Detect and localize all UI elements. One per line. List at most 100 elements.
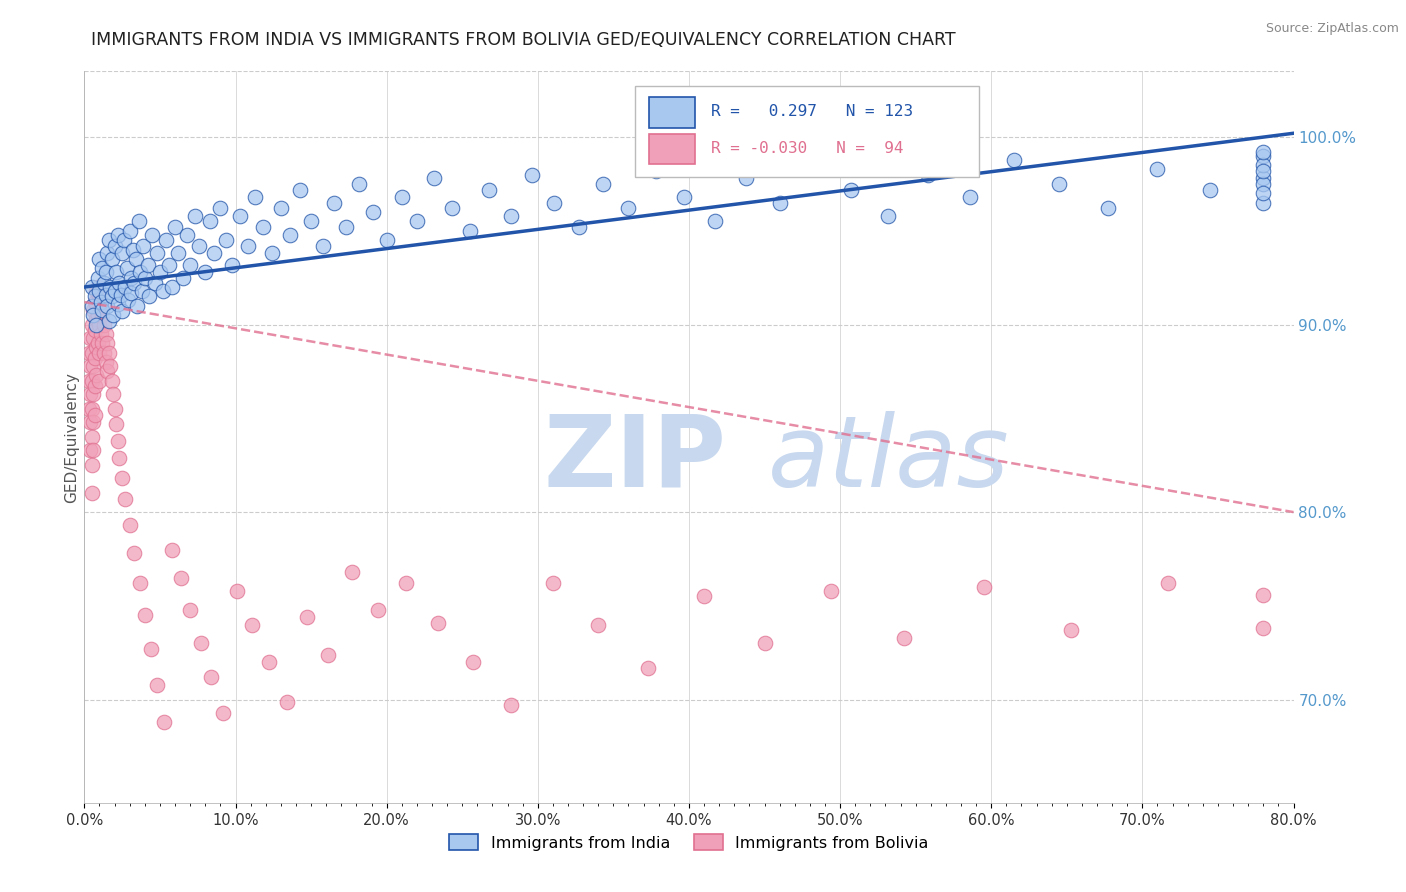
Point (79, 387, 101, 401)
Text: IMMIGRANTS FROM INDIA VS IMMIGRANTS FROM BOLIVIA GED/EQUIVALENCY CORRELATION CHA: IMMIGRANTS FROM INDIA VS IMMIGRANTS FROM… (91, 31, 956, 49)
Point (98, 359, 121, 373)
Point (917, 168, 939, 182)
Point (89, 374, 111, 388)
Point (82, 302, 104, 317)
Point (86, 312, 108, 326)
Point (422, 171, 444, 186)
Point (97, 233, 120, 247)
Point (101, 387, 124, 401)
Point (592, 177, 614, 191)
Point (167, 246, 190, 260)
Point (1097, 201, 1119, 215)
Point (1253, 195, 1275, 210)
Point (84, 289, 107, 303)
Point (290, 182, 312, 196)
Text: R =   0.297   N = 123: R = 0.297 N = 123 (710, 104, 912, 120)
Point (179, 602, 201, 616)
Point (94, 265, 117, 279)
Point (122, 546, 145, 560)
Point (588, 617, 610, 632)
Point (226, 583, 249, 598)
Point (82, 331, 104, 345)
Point (80, 318, 103, 332)
Point (80, 486, 103, 500)
Point (1060, 624, 1083, 638)
Point (458, 224, 481, 238)
Point (1253, 149, 1275, 163)
Point (112, 233, 135, 247)
Point (120, 270, 142, 285)
Point (427, 615, 450, 630)
Point (157, 258, 180, 272)
Point (299, 214, 322, 228)
Text: ZIP: ZIP (544, 410, 727, 508)
Point (77, 345, 100, 359)
Point (209, 201, 232, 215)
Point (340, 565, 363, 579)
Point (80, 374, 103, 388)
Y-axis label: GED/Equivalency: GED/Equivalency (63, 372, 79, 502)
Point (91, 336, 114, 351)
Point (1253, 163, 1275, 178)
Text: atlas: atlas (768, 410, 1010, 508)
Point (108, 277, 131, 291)
Point (499, 209, 522, 223)
Point (270, 201, 292, 215)
Point (644, 163, 666, 178)
Point (82, 415, 104, 429)
Point (349, 177, 371, 191)
Point (86, 318, 108, 332)
Point (89, 252, 111, 266)
Point (568, 220, 591, 235)
Point (100, 374, 122, 388)
Point (190, 636, 212, 650)
Point (212, 706, 235, 720)
Point (101, 308, 124, 322)
Point (145, 277, 167, 291)
Point (118, 224, 141, 238)
Point (100, 252, 122, 266)
Text: Source: ZipAtlas.com: Source: ZipAtlas.com (1265, 22, 1399, 36)
Point (82, 387, 104, 401)
Point (84, 351, 107, 366)
Point (96, 364, 118, 378)
Point (170, 571, 193, 585)
Point (335, 220, 357, 235)
Point (1047, 177, 1070, 191)
Point (82, 443, 104, 458)
Point (1002, 153, 1025, 167)
Point (132, 239, 155, 253)
Point (107, 227, 129, 242)
Point (322, 195, 344, 210)
Point (80, 299, 103, 313)
Point (125, 252, 148, 266)
Point (93, 318, 115, 332)
Point (128, 214, 150, 228)
Point (478, 182, 501, 196)
Legend: Immigrants from India, Immigrants from Bolivia: Immigrants from India, Immigrants from B… (443, 828, 935, 857)
Point (295, 610, 318, 624)
Point (97, 314, 120, 328)
Point (129, 265, 152, 279)
Point (1157, 576, 1180, 591)
Point (94, 355, 117, 369)
Point (136, 258, 159, 272)
Point (1253, 158, 1275, 172)
Point (120, 285, 142, 300)
Point (152, 284, 174, 298)
Point (89, 345, 111, 359)
Point (160, 542, 183, 557)
Point (91, 308, 114, 322)
Point (146, 246, 169, 260)
Point (236, 239, 259, 253)
Point (122, 277, 145, 291)
Point (105, 265, 128, 279)
Point (77, 401, 100, 416)
Point (877, 209, 900, 223)
Point (520, 168, 543, 182)
Text: R = -0.030   N =  94: R = -0.030 N = 94 (710, 141, 903, 156)
Point (229, 209, 252, 223)
Point (79, 331, 101, 345)
Point (94, 326, 117, 341)
Point (80, 345, 103, 359)
